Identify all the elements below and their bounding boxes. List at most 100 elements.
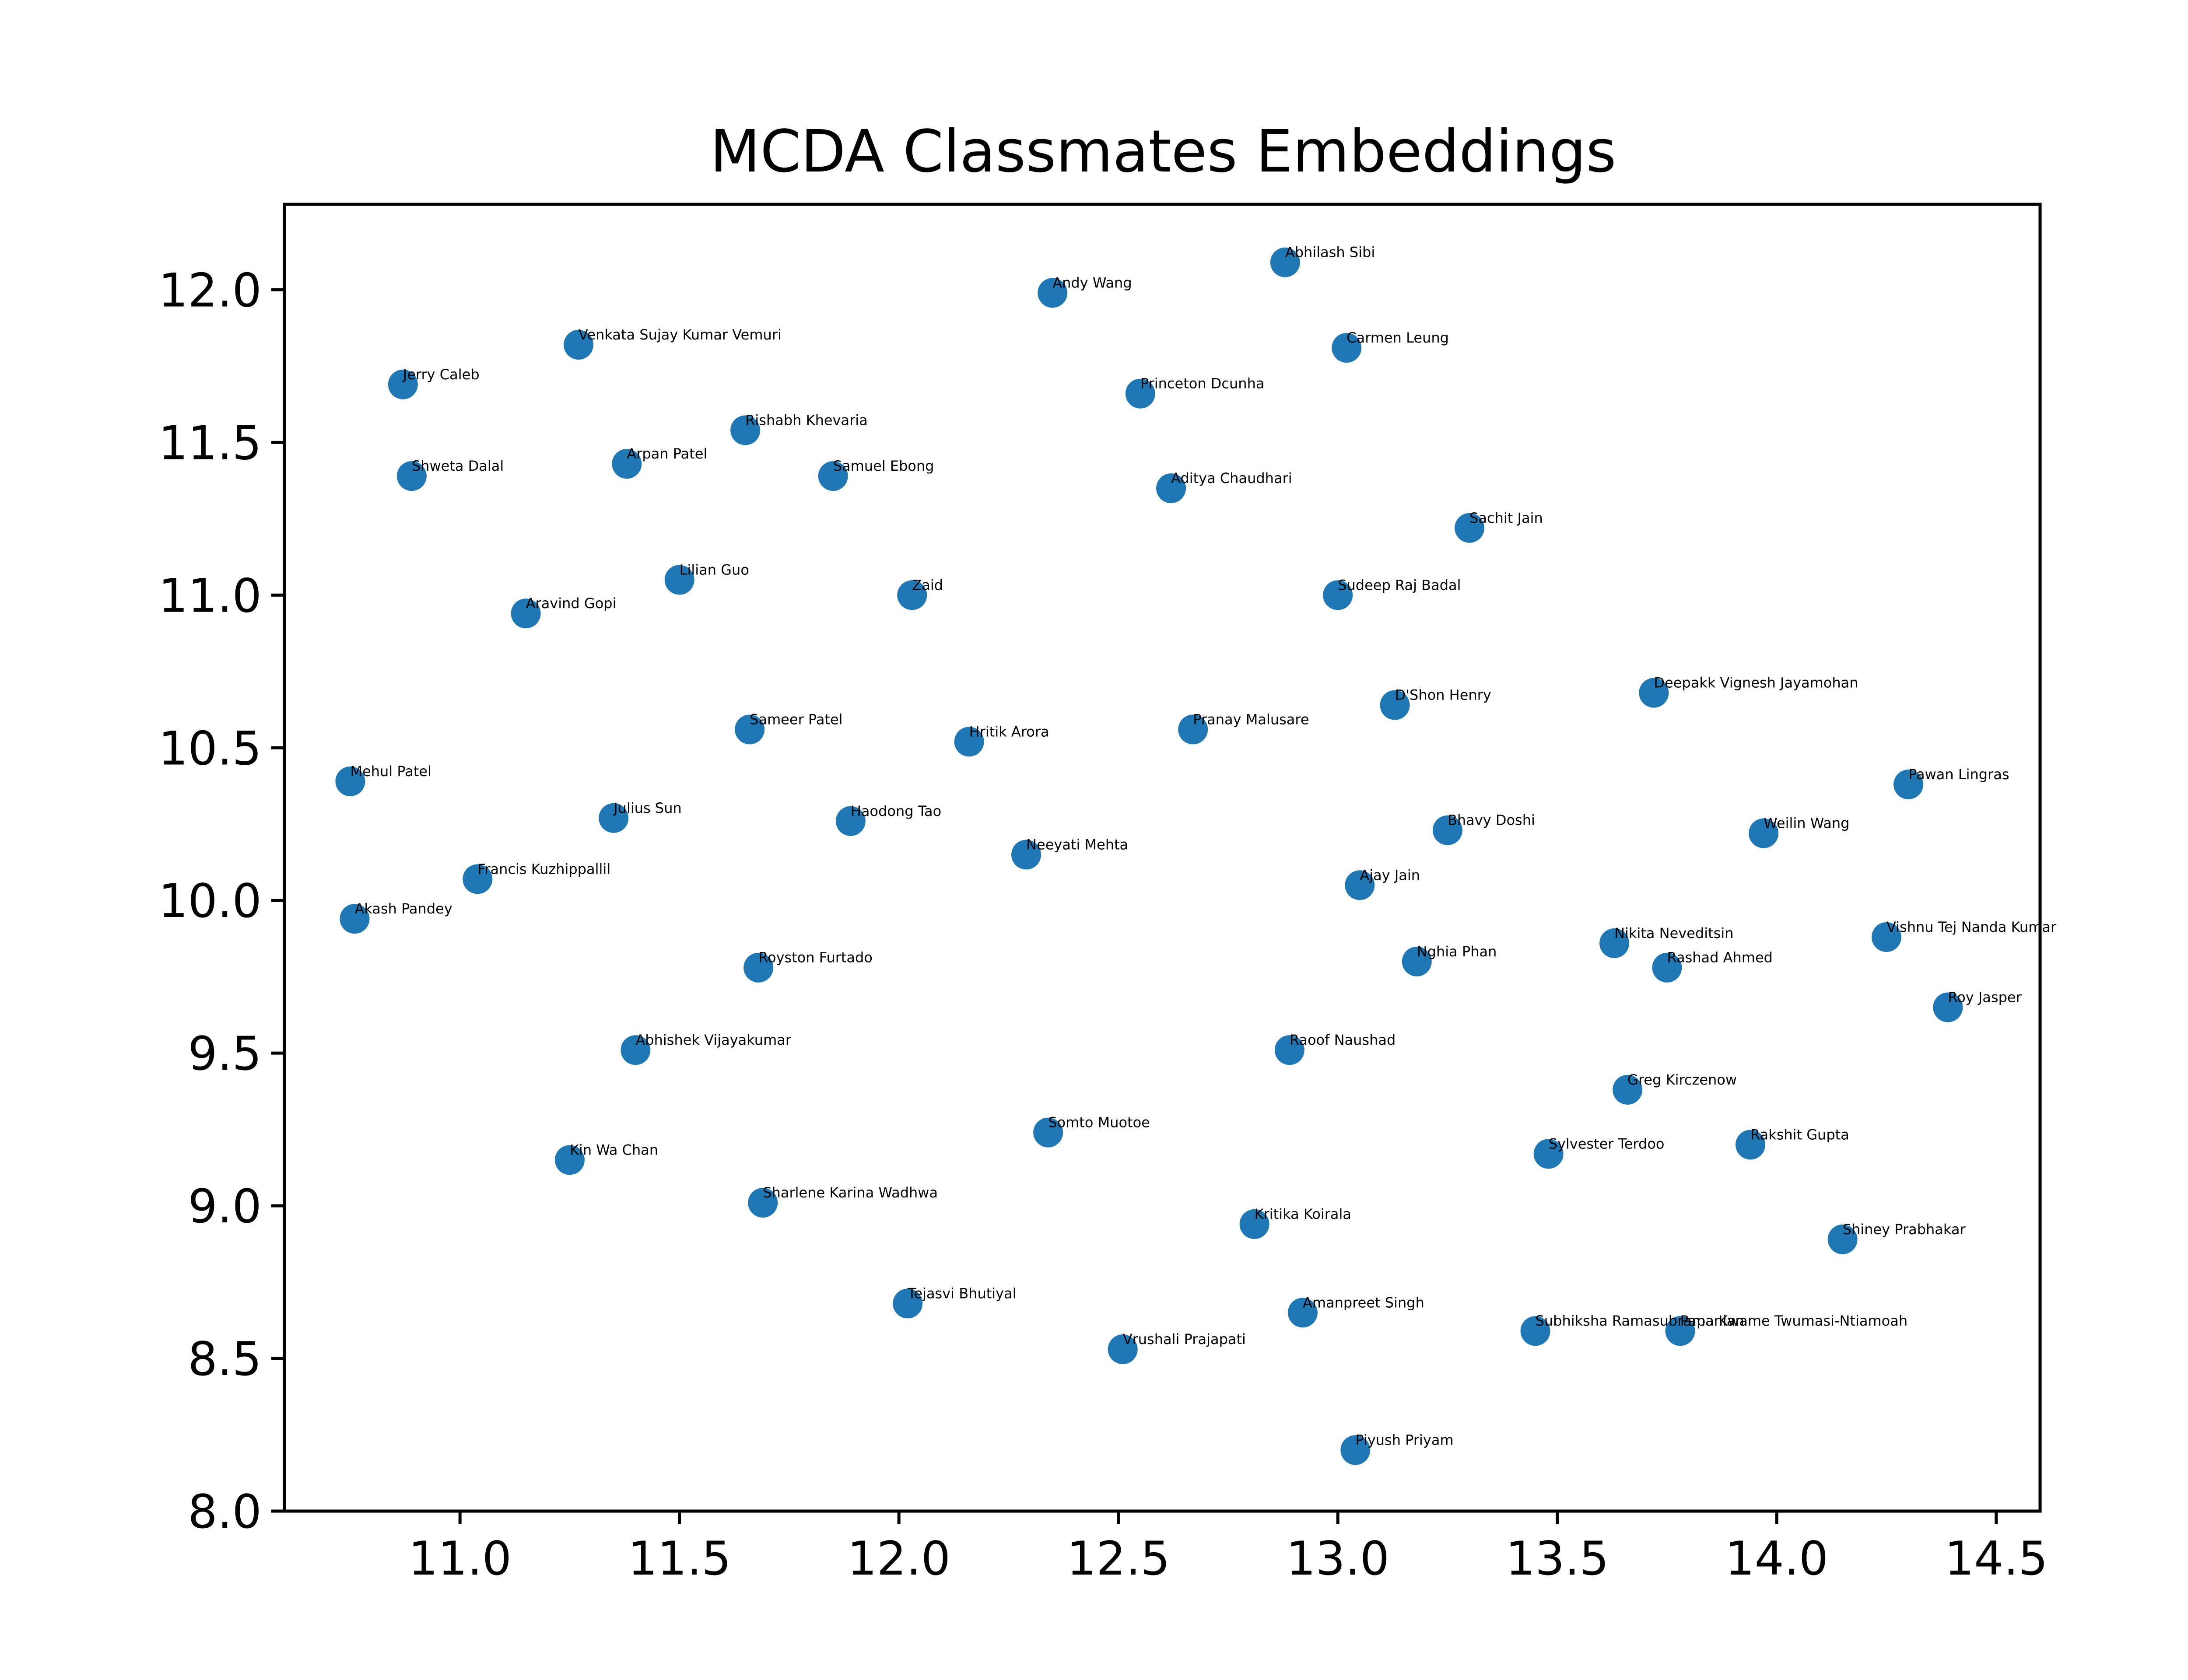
y-tick-label: 8.0 bbox=[188, 1485, 262, 1539]
y-tick-label: 9.0 bbox=[188, 1180, 262, 1233]
data-point bbox=[599, 803, 629, 833]
point-label: Aravind Gopi bbox=[526, 595, 617, 612]
data-point bbox=[1665, 1316, 1695, 1346]
point-label: Kin Wa Chan bbox=[570, 1141, 658, 1158]
point-label: Haodong Tao bbox=[851, 803, 941, 819]
data-point bbox=[1108, 1334, 1138, 1365]
data-point bbox=[893, 1288, 923, 1319]
data-point bbox=[335, 766, 365, 797]
point-label: Amanpreet Singh bbox=[1303, 1294, 1424, 1311]
point-label: Vishnu Tej Nanda Kumar bbox=[1886, 919, 2057, 935]
data-point bbox=[1287, 1298, 1318, 1328]
point-label: Shiney Prabhakar bbox=[1843, 1221, 1966, 1238]
data-point bbox=[1599, 928, 1630, 958]
data-point bbox=[954, 727, 984, 757]
point-label: Mehul Patel bbox=[350, 763, 431, 780]
x-tick-label: 14.0 bbox=[1725, 1532, 1828, 1586]
y-tick-label: 11.5 bbox=[158, 416, 262, 470]
point-label: Deepakk Vignesh Jayamohan bbox=[1654, 675, 1858, 691]
point-label: Nghia Phan bbox=[1417, 943, 1497, 960]
data-point bbox=[388, 369, 418, 399]
data-point bbox=[1038, 278, 1068, 308]
point-label: Rishabh Khevaria bbox=[745, 412, 868, 428]
point-label: Pawan Lingras bbox=[1908, 766, 2009, 783]
point-label: Kritika Koirala bbox=[1255, 1206, 1351, 1222]
data-point bbox=[1156, 473, 1186, 504]
point-label: Roy Jasper bbox=[1948, 989, 2022, 1005]
data-point bbox=[1652, 952, 1682, 983]
data-point bbox=[748, 1188, 778, 1218]
data-point bbox=[1827, 1224, 1858, 1254]
y-axis: 8.0 8.5 9.0 9.5 10.0 10.5 11.0 11.5 12.0 bbox=[158, 263, 284, 1539]
point-label: Hritik Arora bbox=[969, 723, 1049, 740]
point-label: Aditya Chaudhari bbox=[1171, 470, 1292, 486]
point-labels: Abhilash Sibi Andy Wang Venkata Sujay Kuma… bbox=[350, 244, 2057, 1449]
data-point bbox=[664, 565, 694, 595]
data-point bbox=[1533, 1139, 1564, 1169]
x-tick-label: 13.0 bbox=[1286, 1532, 1389, 1586]
point-label: Lilian Guo bbox=[680, 561, 749, 578]
point-label: Ajay Jain bbox=[1360, 867, 1420, 883]
y-tick-label: 8.5 bbox=[188, 1332, 262, 1386]
data-point bbox=[1613, 1074, 1643, 1105]
point-label: Vrushali Prajapati bbox=[1123, 1331, 1246, 1348]
point-label: Sachit Jain bbox=[1469, 510, 1543, 526]
y-tick-label: 11.0 bbox=[158, 569, 262, 623]
data-point bbox=[1345, 870, 1375, 900]
data-point bbox=[1125, 378, 1155, 409]
data-point bbox=[1323, 580, 1353, 610]
point-label: Raoof Naushad bbox=[1290, 1032, 1396, 1048]
scatter-points bbox=[335, 247, 1963, 1465]
point-label: Sylvester Terdoo bbox=[1549, 1135, 1665, 1152]
point-label: D'Shon Henry bbox=[1395, 687, 1491, 704]
point-label: Royston Furtado bbox=[758, 949, 873, 966]
data-point bbox=[621, 1035, 651, 1065]
point-label: Sharlene Karina Wadhwa bbox=[763, 1184, 938, 1201]
point-label: Zaid bbox=[912, 577, 943, 593]
data-point bbox=[1402, 946, 1432, 976]
data-point bbox=[463, 864, 493, 894]
x-tick-label: 11.5 bbox=[628, 1532, 731, 1586]
point-label: Julius Sun bbox=[613, 800, 682, 816]
data-point bbox=[1933, 992, 1963, 1022]
point-label: Andy Wang bbox=[1052, 274, 1132, 291]
x-axis: 11.0 11.5 12.0 12.5 13.0 13.5 14.0 14.5 bbox=[408, 1511, 2048, 1586]
data-point bbox=[1749, 818, 1779, 848]
data-point bbox=[1178, 714, 1208, 745]
point-label: Pranay Malusare bbox=[1193, 711, 1309, 728]
data-point bbox=[1340, 1435, 1371, 1465]
y-tick-label: 10.5 bbox=[158, 721, 262, 775]
data-point bbox=[1520, 1316, 1550, 1346]
data-point bbox=[564, 330, 594, 360]
chart-title: MCDA Classmates Embeddings bbox=[710, 118, 1616, 186]
data-point bbox=[1639, 678, 1669, 708]
point-label: Venkata Sujay Kumar Vemuri bbox=[579, 326, 782, 343]
point-label: Piyush Priyam bbox=[1355, 1432, 1453, 1448]
point-label: Shweta Dalal bbox=[412, 458, 504, 474]
data-point bbox=[1871, 922, 1901, 952]
point-label: Rakshit Gupta bbox=[1750, 1127, 1849, 1143]
data-point bbox=[1332, 333, 1362, 363]
x-tick-label: 12.0 bbox=[847, 1532, 950, 1586]
data-point bbox=[554, 1145, 585, 1175]
point-label: Arpan Patel bbox=[627, 445, 707, 462]
point-label: Greg Kirczenow bbox=[1627, 1071, 1737, 1088]
data-point bbox=[1270, 247, 1300, 277]
data-point bbox=[735, 714, 765, 745]
x-tick-label: 14.5 bbox=[1945, 1532, 2048, 1586]
data-point bbox=[612, 449, 642, 479]
point-label: Jerry Caleb bbox=[402, 366, 480, 383]
point-label: Sudeep Raj Badal bbox=[1338, 577, 1461, 593]
data-point bbox=[835, 806, 866, 836]
data-point bbox=[1893, 770, 1924, 800]
point-label: Tejasvi Bhutiyal bbox=[907, 1285, 1016, 1302]
data-point bbox=[743, 952, 774, 983]
point-label: Sameer Patel bbox=[750, 711, 842, 728]
data-point bbox=[340, 904, 370, 934]
data-point bbox=[1239, 1209, 1269, 1239]
point-label: Bhavy Doshi bbox=[1448, 812, 1535, 829]
point-label: Weilin Wang bbox=[1764, 815, 1849, 832]
data-point bbox=[1380, 690, 1410, 720]
point-label: Nikita Neveditsin bbox=[1614, 925, 1733, 942]
